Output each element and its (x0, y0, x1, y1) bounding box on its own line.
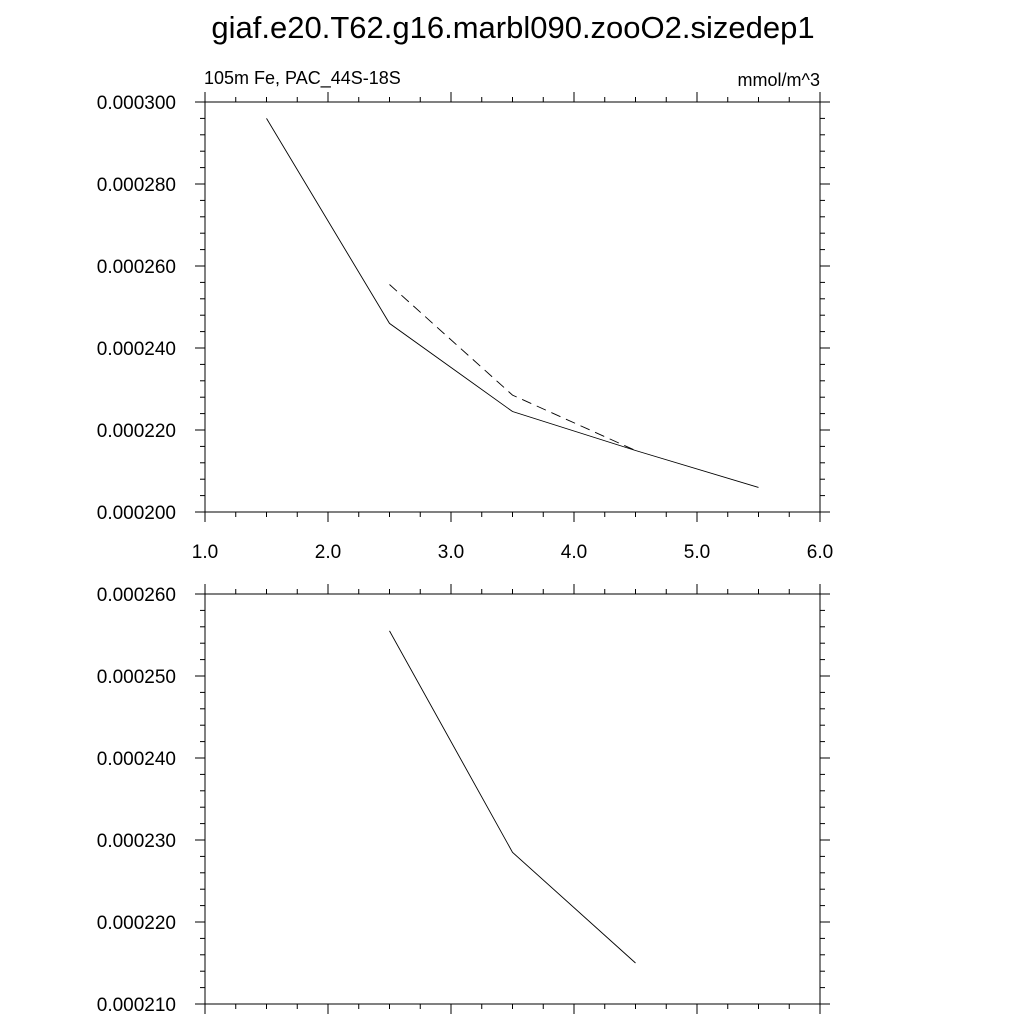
bottom-tick-marks (195, 584, 830, 1014)
top-x-tick-label: 4.0 (561, 542, 587, 563)
bottom-y-tick-label: 0.000240 (97, 749, 176, 770)
bottom-plot-frame (204, 593, 821, 1005)
top-x-tick-label: 2.0 (315, 542, 341, 563)
top-x-tick-labels: 1.0 2.0 3.0 4.0 5.0 6.0 (192, 542, 833, 563)
top-plot-frame (204, 101, 821, 513)
bottom-y-tick-labels: 0.000210 0.000220 0.000230 0.000240 0.000250… (97, 585, 176, 1016)
bottom-series-lines (389, 630, 636, 964)
top-x-tick-label: 1.0 (192, 542, 218, 563)
top-y-tick-label: 0.000300 (97, 93, 176, 114)
top-x-tick-label: 3.0 (438, 542, 464, 563)
top-y-tick-label: 0.000260 (97, 257, 176, 278)
top-tick-marks (195, 92, 830, 522)
top-series-dashed-line (389, 284, 636, 451)
bottom-y-tick-label: 0.000230 (97, 831, 176, 852)
top-x-tick-label: 5.0 (684, 542, 710, 563)
bottom-series-solid-line (389, 630, 636, 964)
top-series-lines (266, 118, 759, 488)
top-panel-left-label: 105m Fe, PAC_44S-18S (204, 68, 401, 89)
bottom-y-tick-label: 0.000250 (97, 667, 176, 688)
top-y-tick-label: 0.000220 (97, 421, 176, 442)
top-y-tick-label: 0.000280 (97, 175, 176, 196)
top-x-tick-label: 6.0 (807, 542, 833, 563)
top-y-tick-labels: 0.000200 0.000220 0.000240 0.000260 0.000280… (97, 93, 176, 524)
bottom-y-tick-label: 0.000210 (97, 995, 176, 1016)
bottom-y-tick-label: 0.000260 (97, 585, 176, 606)
top-y-tick-label: 0.000200 (97, 503, 176, 524)
bottom-panel: 0.000210 0.000220 0.000230 0.000240 0.000250… (97, 584, 830, 1016)
top-panel: 105m Fe, PAC_44S-18S mmol/m^3 1.0 2.0 3.0 4… (97, 68, 833, 563)
bottom-y-tick-label: 0.000220 (97, 913, 176, 934)
top-y-tick-label: 0.000240 (97, 339, 176, 360)
chart-title: giaf.e20.T62.g16.marbl090.zooO2.sizedep1 (211, 10, 814, 45)
top-panel-units-label: mmol/m^3 (738, 70, 820, 90)
top-series-solid-line (266, 118, 759, 488)
